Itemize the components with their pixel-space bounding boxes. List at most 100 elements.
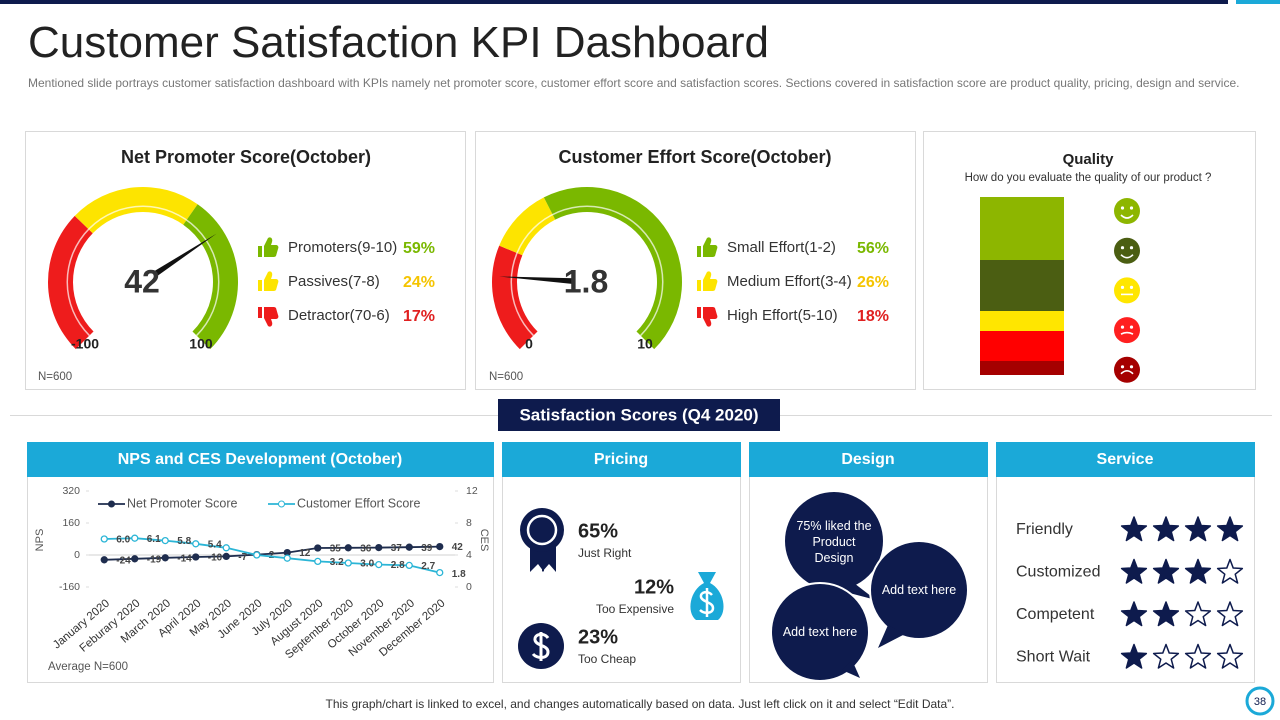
rating-star (1216, 516, 1244, 542)
quality-question: How do you evaluate the quality of our p… (965, 172, 1212, 184)
gauge-segment (47, 215, 94, 350)
face-mouth (1120, 370, 1134, 375)
thumb-icon (258, 237, 279, 257)
y-tick-label: 0 (74, 549, 80, 561)
rating-star (1152, 643, 1180, 669)
rating-star (1216, 643, 1244, 669)
line-point (161, 536, 169, 545)
y2-tick-label: 12 (466, 485, 478, 497)
face-eye (1120, 285, 1125, 289)
panel-header (749, 442, 988, 477)
gauge-segment (492, 245, 538, 350)
section-title: Satisfaction Scores (Q4 2020) (519, 405, 758, 424)
legend-label: High Effort(5-10) (727, 307, 838, 324)
face-eye (1120, 246, 1125, 250)
panel (27, 476, 494, 683)
rating-star (1152, 558, 1180, 584)
y2-tick-label: 0 (466, 581, 472, 593)
y-tick-label: -160 (59, 581, 80, 593)
price-label: Too Expensive (596, 602, 674, 616)
line-point (131, 555, 139, 563)
face-eye (1129, 285, 1134, 289)
panel-title: Net Promoter Score(October) (121, 147, 371, 167)
panel-title: Customer Effort Score(October) (558, 147, 831, 167)
legend-value: 17% (403, 308, 435, 325)
gauge-value: 1.8 (564, 263, 608, 299)
legend-label: Promoters(9-10) (288, 239, 397, 256)
legend-value: 26% (857, 274, 889, 291)
top-bar-accent (1236, 0, 1280, 4)
gauge-max: 100 (189, 336, 213, 352)
thumb-shape (258, 271, 279, 291)
line-point (405, 543, 413, 551)
line-point (222, 552, 230, 561)
thumb-icon (258, 271, 279, 291)
line-point (375, 543, 383, 552)
legend-label: Medium Effort(3-4) (727, 273, 852, 290)
rating-star (1184, 516, 1212, 542)
thumb-shape (258, 307, 279, 327)
thumb-icon (697, 237, 718, 257)
legend-label: Small Effort(1-2) (727, 239, 836, 256)
rating-star (1152, 516, 1180, 542)
line-point (405, 561, 413, 570)
y2-axis-label: CES (478, 529, 490, 552)
thumb-icon (258, 307, 279, 327)
quality-band (980, 361, 1064, 375)
data-label: 39 (421, 543, 433, 554)
data-label: 42 (452, 542, 464, 553)
legend-label: Net Promoter Score (127, 496, 238, 510)
face-icon (1114, 317, 1140, 344)
rating-star (1120, 516, 1148, 542)
rating-star (1216, 558, 1244, 584)
line-point (283, 554, 291, 562)
gauge-segment (543, 187, 683, 350)
price-value: 12% (634, 576, 674, 598)
price-label: Just Right (578, 546, 632, 560)
bubble-text: Add text here (782, 625, 858, 639)
ribbon-icon (520, 508, 564, 572)
legend-value: 24% (403, 274, 435, 291)
line-point (253, 551, 261, 559)
service-label: Competent (1016, 606, 1095, 623)
face-eye (1129, 365, 1134, 369)
quality-band (980, 197, 1064, 260)
quality-band (980, 260, 1064, 311)
gauge-min: -100 (71, 336, 99, 352)
panel-title: Design (841, 451, 894, 468)
gauge-needle (152, 233, 217, 277)
section-box (498, 399, 780, 431)
data-label: 2.8 (391, 560, 405, 571)
gauge-needle (499, 276, 574, 285)
quality-band (980, 331, 1064, 361)
legend-marker (108, 500, 115, 508)
thumb-shape (697, 237, 718, 257)
rating-star (1152, 601, 1180, 627)
face-mouth (1120, 214, 1134, 219)
data-label: 12 (299, 548, 311, 559)
quality-band (980, 311, 1064, 331)
panel-title: Service (1097, 451, 1154, 468)
legend-value: 59% (403, 240, 435, 257)
line-point (131, 534, 139, 542)
face-eye (1129, 206, 1134, 210)
page-title: Customer Satisfaction KPI Dashboard (28, 18, 770, 67)
page-badge (1245, 686, 1275, 716)
data-label: -19 (147, 554, 162, 565)
line-point (344, 559, 352, 567)
line-point (314, 557, 322, 566)
data-label: 2.7 (421, 561, 435, 572)
panel (475, 131, 916, 390)
panel-header (996, 442, 1255, 477)
face-mouth (1120, 254, 1134, 259)
line-point (344, 544, 352, 552)
line-point (436, 542, 444, 551)
data-label: 1.8 (452, 569, 466, 580)
service-label: Customized (1016, 564, 1100, 581)
face-mouth (1120, 331, 1134, 335)
legend-marker (278, 500, 285, 508)
line-point (436, 568, 444, 577)
dollar-icon (518, 623, 564, 669)
